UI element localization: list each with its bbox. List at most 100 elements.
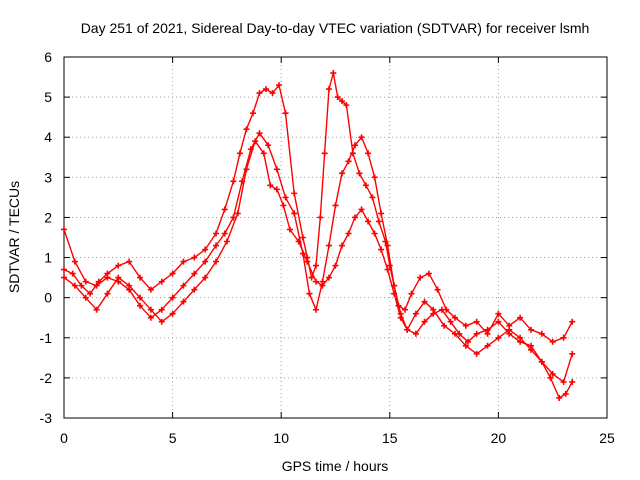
data-point (495, 318, 502, 325)
data-point (267, 182, 274, 189)
chart-title: Day 251 of 2021, Sidereal Day-to-day VTE… (81, 20, 590, 36)
data-point (473, 330, 480, 337)
data-point (104, 274, 111, 281)
data-point (115, 274, 122, 281)
y-tick-label: 5 (44, 89, 52, 105)
y-tick-label: 3 (44, 169, 52, 185)
data-point (358, 206, 365, 213)
data-point (358, 134, 365, 141)
data-point (312, 306, 319, 313)
data-point (462, 342, 469, 349)
data-point (252, 138, 259, 145)
data-point (180, 298, 187, 305)
data-point (260, 150, 267, 157)
data-point (556, 394, 563, 401)
data-point (527, 326, 534, 333)
grid (64, 57, 607, 418)
data-point (451, 314, 458, 321)
data-point (223, 238, 230, 245)
data-point (126, 282, 133, 289)
data-point (282, 194, 289, 201)
data-point (126, 258, 133, 265)
data-point (202, 246, 209, 253)
data-point (147, 314, 154, 321)
data-point (356, 170, 363, 177)
data-point (484, 342, 491, 349)
data-point (332, 202, 339, 209)
data-point (527, 342, 534, 349)
data-point (234, 210, 241, 217)
data-point (304, 258, 311, 265)
axis-ticks (63, 56, 608, 419)
data-point (269, 90, 276, 97)
data-point (371, 230, 378, 237)
x-tick-label: 10 (273, 430, 289, 446)
data-point (82, 294, 89, 301)
data-point (299, 234, 306, 241)
data-point (484, 326, 491, 333)
data-point (441, 322, 448, 329)
data-point (473, 350, 480, 357)
series-track-b (61, 130, 576, 385)
data-point (213, 258, 220, 265)
x-tick-label: 20 (491, 430, 507, 446)
data-point (306, 290, 313, 297)
data-point (438, 306, 445, 313)
data-point (362, 182, 369, 189)
data-point (365, 218, 372, 225)
data-point (180, 258, 187, 265)
data-point (495, 310, 502, 317)
data-point (312, 262, 319, 269)
data-point (191, 254, 198, 261)
data-point (169, 270, 176, 277)
data-point (180, 282, 187, 289)
data-point (137, 302, 144, 309)
data-point (325, 86, 332, 93)
data-point (147, 286, 154, 293)
data-point (82, 278, 89, 285)
data-point (243, 166, 250, 173)
data-point (408, 290, 415, 297)
data-point (71, 282, 78, 289)
data-point (378, 246, 385, 253)
data-point (221, 230, 228, 237)
data-point (562, 390, 569, 397)
data-point (158, 318, 165, 325)
data-point (549, 338, 556, 345)
data-point (325, 274, 332, 281)
y-tick-label: -3 (40, 410, 53, 426)
y-tick-label: -2 (40, 370, 53, 386)
data-point (397, 314, 404, 321)
data-point (462, 322, 469, 329)
data-point (61, 226, 67, 233)
data-point (339, 98, 346, 105)
data-point (384, 242, 391, 249)
y-tick-label: 6 (44, 49, 52, 65)
data-point (276, 82, 283, 89)
data-point (319, 282, 326, 289)
data-point (549, 370, 556, 377)
data-point (321, 150, 328, 157)
data-point (158, 278, 165, 285)
x-axis-label: GPS time / hours (282, 458, 389, 474)
data-point (230, 214, 237, 221)
data-point (447, 318, 454, 325)
x-tick-label: 5 (169, 430, 177, 446)
y-tick-labels: -3 -2 -1 0 1 2 3 4 5 6 (40, 49, 53, 426)
data-point (352, 214, 359, 221)
data-point (365, 150, 372, 157)
data-point (404, 326, 411, 333)
data-point (378, 210, 385, 217)
data-point (560, 334, 567, 341)
data-point (61, 266, 67, 273)
data-point (317, 214, 324, 221)
data-point (137, 274, 144, 281)
data-point (69, 270, 76, 277)
data-point (569, 378, 576, 385)
data-point (384, 266, 391, 273)
series-track-a (61, 70, 576, 345)
data-point (330, 70, 337, 77)
series-layer (61, 70, 576, 401)
data-point (273, 186, 280, 193)
